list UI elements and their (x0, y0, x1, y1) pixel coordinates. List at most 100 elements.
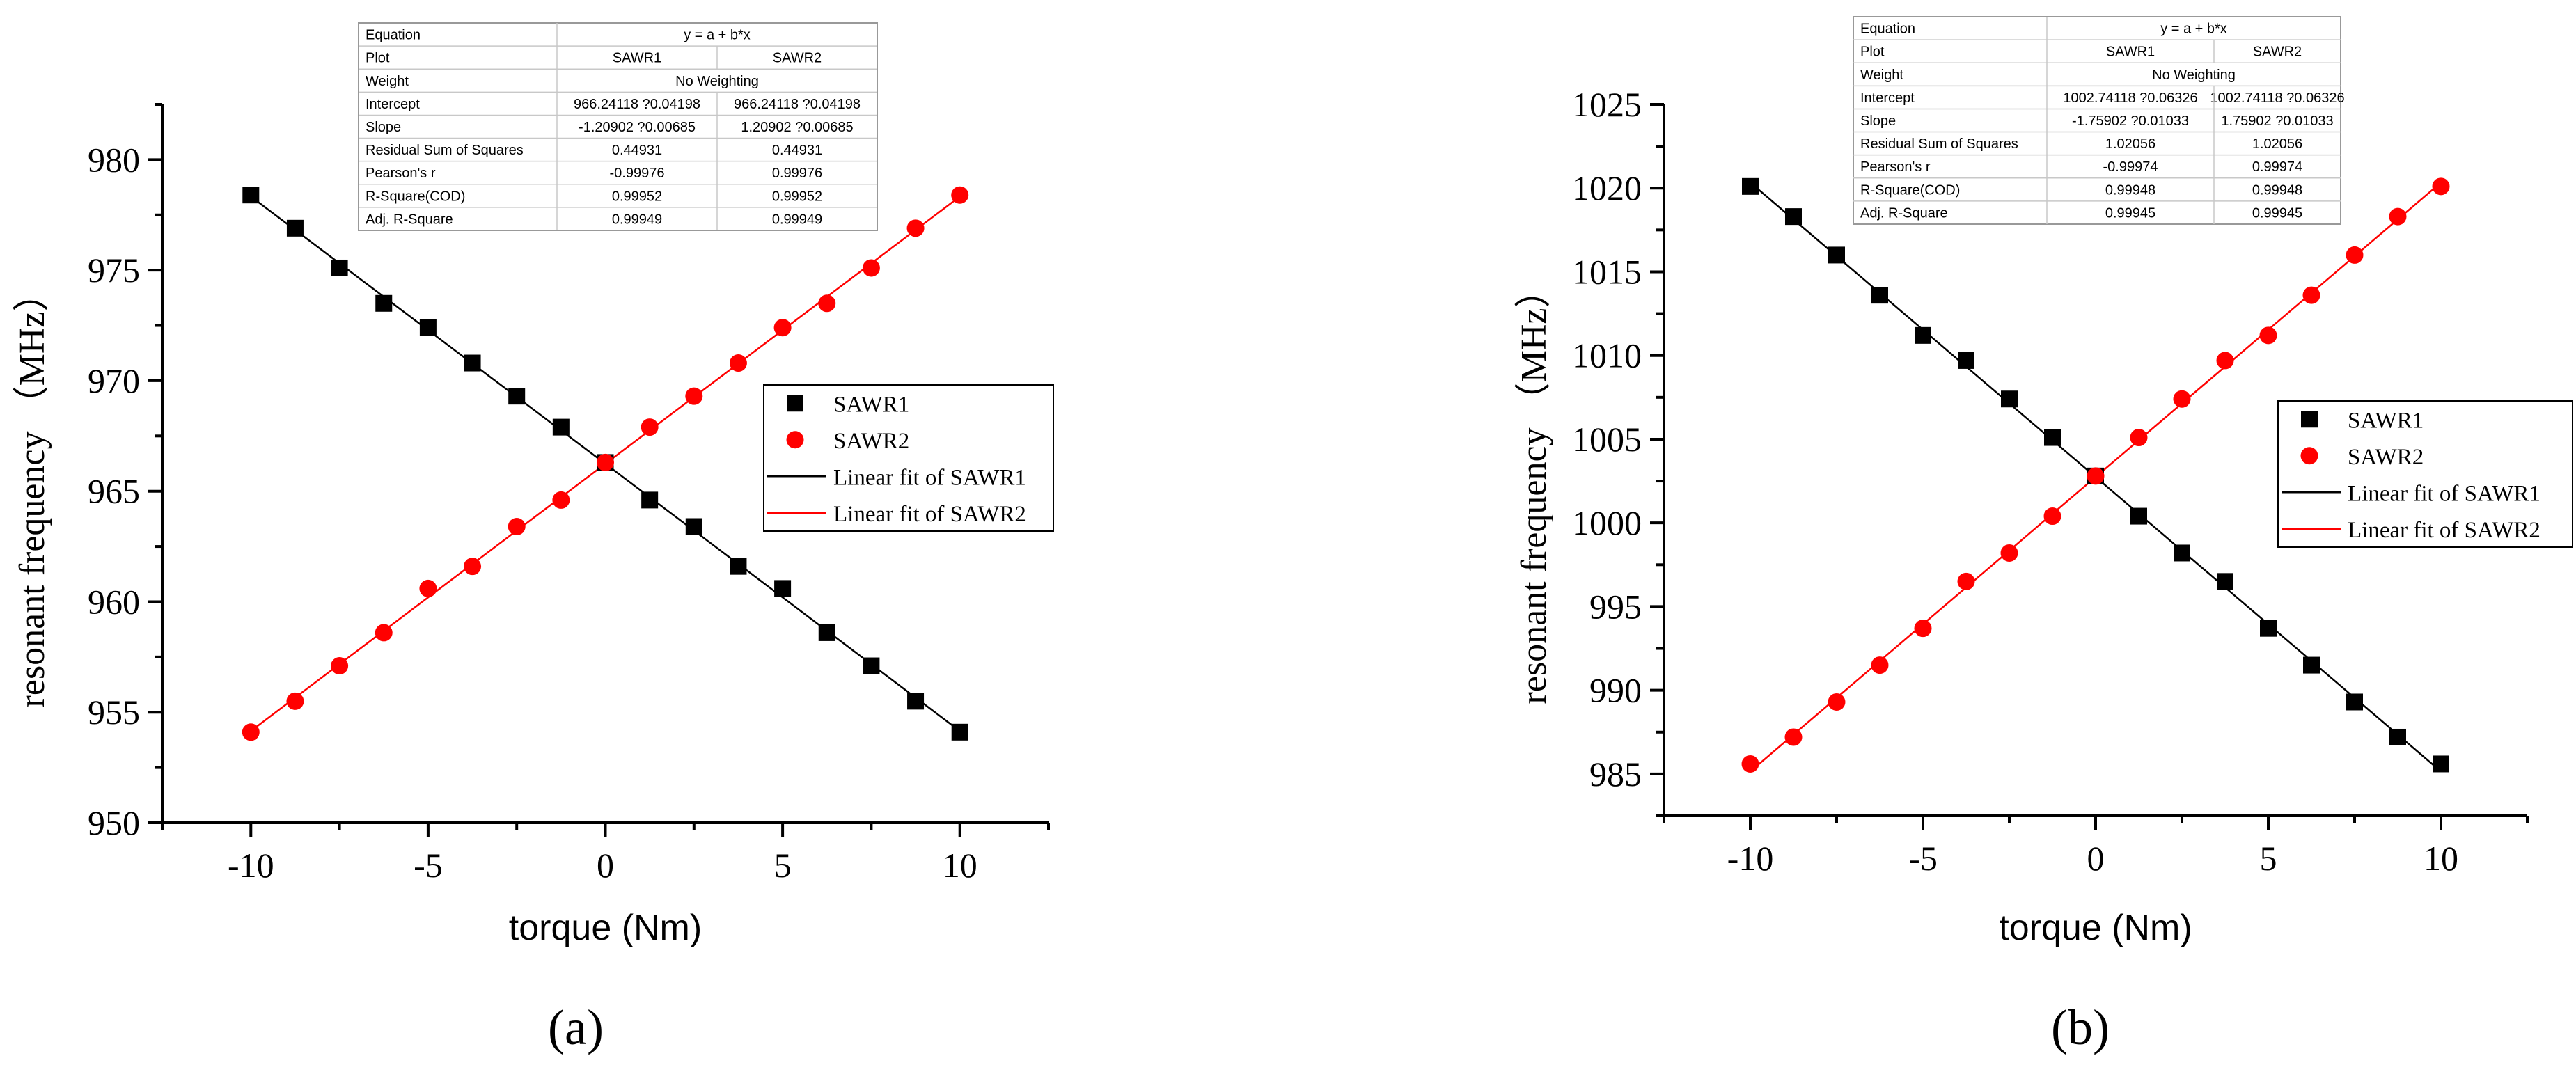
y-tick-label: 960 (88, 582, 140, 621)
y-tick-label: 955 (88, 693, 140, 732)
data-point-sawr2 (2130, 429, 2148, 447)
panel-caption: (a) (548, 1000, 604, 1055)
x-tick-label: -10 (1727, 839, 1774, 878)
data-point-sawr1 (951, 723, 968, 741)
data-point-sawr2 (2259, 326, 2277, 345)
data-point-sawr1 (1958, 352, 1974, 369)
data-point-sawr2 (2043, 507, 2061, 526)
data-point-sawr2 (2432, 177, 2450, 196)
stats-row-label: Weight (366, 74, 409, 89)
stats-cell: 1002.74118 ?0.06326 (2210, 90, 2344, 106)
data-point-sawr2 (375, 624, 393, 642)
stats-row-label: Slope (1860, 113, 1896, 129)
stats-row-label: Weight (1860, 68, 1903, 83)
data-point-sawr2 (242, 723, 260, 741)
stats-cell: SAWR2 (773, 51, 822, 66)
y-tick-label: 980 (88, 140, 140, 179)
data-point-sawr1 (2433, 755, 2449, 773)
data-point-sawr2 (818, 294, 836, 313)
stats-table-box (358, 22, 878, 231)
y-tick-label: 975 (88, 251, 140, 290)
legend-label: Linear fit of SAWR2 (833, 502, 1026, 527)
y-tick-label: 990 (1589, 671, 1642, 710)
y-tick-label: 1000 (1572, 503, 1642, 542)
stats-cell: 0.44931 (612, 143, 662, 158)
stats-cell: 0.99949 (772, 212, 822, 227)
stats-cell: 1002.74118 ?0.06326 (2063, 90, 2197, 106)
stats-row-label: Equation (1860, 22, 1915, 37)
stats-row-label: Adj. R-Square (1860, 205, 1948, 221)
data-point-sawr2 (1914, 620, 1932, 638)
data-point-sawr2 (1828, 693, 1846, 711)
data-point-sawr1 (2044, 429, 2061, 446)
data-point-sawr2 (331, 657, 349, 675)
x-tick-label: 5 (2260, 839, 2277, 878)
stats-cell: 1.20902 ?0.00685 (741, 120, 853, 135)
stats-table: Equation y = a + b*x Plot SAWR1 SAWR2 Weight N… (358, 22, 878, 231)
stats-cell: 966.24118 ?0.04198 (574, 97, 700, 112)
legend-marker-sawr2 (786, 431, 804, 449)
data-point-sawr2 (1957, 572, 1975, 590)
y-tick-label: 1020 (1572, 168, 1642, 207)
stats-row-label: Pearson's r (1860, 159, 1931, 175)
data-point-sawr2 (773, 319, 792, 337)
data-point-sawr1 (2217, 573, 2233, 590)
legend-box (2277, 400, 2573, 548)
stats-row-label: Adj. R-Square (366, 212, 453, 227)
x-tick-label: 10 (943, 846, 977, 885)
stats-row-label: Pearson's r (366, 166, 436, 181)
y-tick-label: 970 (88, 361, 140, 400)
data-point-sawr1 (818, 624, 835, 641)
legend-label: Linear fit of SAWR2 (2348, 518, 2540, 543)
y-tick-label: 1005 (1572, 420, 1642, 459)
stats-row-label: Plot (1860, 45, 1885, 60)
chart-panel-b: -10 -5 0 5 10 985 990 995 1000 1005 1010 1015 1020 10… (1514, 16, 2573, 1055)
data-point-sawr1 (2174, 544, 2190, 562)
data-point-sawr1 (641, 491, 659, 509)
data-point-sawr1 (2346, 693, 2363, 711)
stats-row-label: Intercept (1860, 90, 1915, 106)
stats-cell: 0.99949 (612, 212, 662, 227)
data-point-sawr2 (1871, 656, 1889, 674)
data-point-sawr2 (419, 579, 437, 597)
legend-marker-sawr2 (2300, 447, 2318, 465)
y-tick-label: 1025 (1572, 85, 1642, 124)
stats-cell: y = a + b*x (684, 28, 751, 43)
data-point-sawr1 (375, 294, 393, 312)
stats-cell: -1.20902 ?0.00685 (579, 120, 696, 135)
stats-cell: 0.99948 (2252, 182, 2302, 198)
stats-row-label: Slope (366, 120, 401, 135)
stats-row-label: Equation (366, 28, 421, 43)
y-tick-label: 995 (1589, 587, 1642, 626)
x-tick-label: 0 (597, 846, 614, 885)
legend-label: SAWR1 (2348, 408, 2424, 433)
stats-row-label: Intercept (366, 97, 420, 112)
data-point-sawr1 (331, 259, 348, 276)
data-point-sawr1 (464, 354, 481, 372)
data-point-sawr2 (862, 259, 880, 277)
data-point-sawr2 (508, 517, 526, 535)
y-tick-label: 950 (88, 803, 140, 842)
data-point-sawr2 (2389, 207, 2407, 226)
legend-marker-sawr1 (2301, 411, 2318, 428)
data-point-sawr2 (597, 453, 614, 471)
data-point-sawr1 (1915, 326, 1931, 344)
data-point-sawr1 (907, 693, 925, 710)
stats-cell: 1.02056 (2105, 136, 2155, 152)
stats-cell: No Weighting (2152, 68, 2236, 83)
data-point-sawr1 (2130, 507, 2147, 525)
data-point-sawr1 (730, 558, 747, 575)
x-axis-label: torque (Nm) (1999, 908, 2192, 948)
stats-table-box (1853, 16, 2341, 225)
x-tick-label: 5 (774, 846, 792, 885)
y-tick-label: 965 (88, 472, 140, 511)
stats-row-label: Residual Sum of Squares (366, 143, 524, 158)
legend-marker-sawr1 (787, 395, 803, 412)
data-point-sawr2 (2173, 390, 2191, 408)
stats-cell: 0.99952 (612, 189, 662, 204)
chart-panel-a: -10 -5 0 5 10 950 955 960 965 970 975 980 torque (Nm… (13, 22, 1054, 1055)
data-point-sawr1 (1742, 177, 1759, 195)
x-tick-label: 0 (2087, 839, 2105, 878)
stats-cell: 0.99974 (2252, 159, 2302, 175)
